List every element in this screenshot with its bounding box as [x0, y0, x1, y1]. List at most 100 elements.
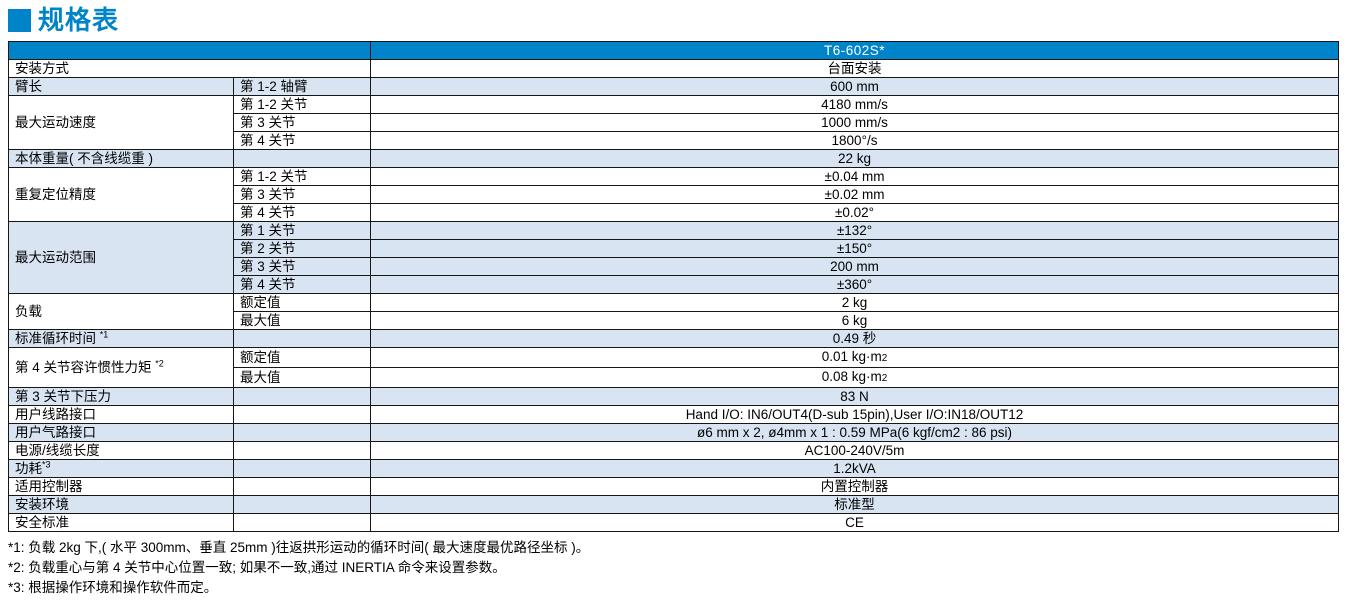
table-row: 适用控制器 内置控制器 [8, 477, 1339, 496]
header-empty-cell [8, 41, 371, 60]
row-sublabel: 第 1 关节 [233, 221, 371, 240]
row-sublabel: 第 4 关节 [233, 203, 371, 222]
footnote-2: *2: 负载重心与第 4 关节中心位置一致; 如果不一致,通过 INERTIA … [8, 560, 506, 575]
table-row: 标准循环时间 *1 0.49 秒 [8, 329, 1339, 348]
row-sublabel: 第 2 关节 [233, 239, 371, 258]
row-value: ±0.04 mm [370, 167, 1339, 186]
spec-table: T6-602S* 安装方式 台面安装 臂长第 1-2 轴臂 600 mm 最大运动速度第… [8, 41, 1339, 532]
table-row: 安装方式 台面安装 [8, 59, 1339, 78]
model-header: T6-602S* [370, 41, 1339, 60]
table-row: 第 3 关节 200 mm [9, 257, 1339, 276]
row-sublabel: 第 1-2 关节 [233, 95, 371, 114]
footnotes: *1: 负载 2kg 下,( 水平 300mm、垂直 25mm )往返拱形运动的… [8, 538, 1343, 598]
table-row: 安全标准 CE [8, 513, 1339, 532]
row-sublabel [233, 477, 371, 496]
row-value: 标准型 [370, 495, 1339, 514]
row-value: ±150° [370, 239, 1339, 258]
row-label: 第 3 关节下压力 [8, 387, 234, 406]
row-value: ±0.02° [370, 203, 1339, 222]
row-value: 0.49 秒 [370, 329, 1339, 348]
table-row: 第 4 关节容许惯性力矩 *2 额定值 0.01 kg·m2 [8, 347, 1339, 388]
row-sublabel: 第 3 关节 [233, 185, 371, 204]
table-row: 用户线路接口 Hand I/O: IN6/OUT4(D-sub 15pin),Us… [8, 405, 1339, 424]
spec-table-body: 安装方式 台面安装 臂长第 1-2 轴臂 600 mm 最大运动速度第 1-2 关节 41… [8, 59, 1339, 532]
row-sublabel: 额定值 [233, 347, 371, 368]
table-row: 第 3 关节下压力 83 N [8, 387, 1339, 406]
row-value: 2 kg [370, 293, 1339, 312]
footnote-1: *1: 负载 2kg 下,( 水平 300mm、垂直 25mm )往返拱形运动的… [8, 540, 590, 555]
row-value: ±0.02 mm [370, 185, 1339, 204]
row-label: 安装方式 [8, 59, 371, 78]
row-sublabel: 最大值 [233, 311, 371, 330]
table-row: 安装环境 标准型 [8, 495, 1339, 514]
row-value: AC100-240V/5m [370, 441, 1339, 460]
table-row: 本体重量( 不含线缆重 ) 22 kg [8, 149, 1339, 168]
row-value: 0.01 kg·m2 [370, 347, 1339, 368]
table-row: 最大值 0.08 kg·m2 [9, 367, 1339, 388]
row-sublabel: 第 1-2 关节 [233, 167, 371, 186]
row-sublabel [233, 459, 371, 478]
row-sublabel: 第 4 关节 [233, 131, 371, 150]
row-label: 本体重量( 不含线缆重 ) [8, 149, 234, 168]
table-row: 最大值 6 kg [9, 311, 1339, 330]
row-label: 重复定位精度 [8, 167, 234, 222]
table-row: 第 4 关节 ±360° [9, 275, 1339, 294]
row-value: 600 mm [370, 77, 1339, 96]
table-header-row: T6-602S* [8, 41, 1339, 60]
table-row: 最大运动范围第 1 关节 ±132° [8, 221, 1339, 294]
table-row: 最大运动速度第 1-2 关节 4180 mm/s [8, 95, 1339, 150]
row-sublabel: 第 3 关节 [233, 257, 371, 276]
table-row: 臂长第 1-2 轴臂 600 mm [8, 77, 1339, 96]
row-label: 最大运动范围 [8, 221, 234, 294]
row-value: 200 mm [370, 257, 1339, 276]
row-label: 第 4 关节容许惯性力矩 *2 [8, 347, 234, 388]
row-label: 安装环境 [8, 495, 234, 514]
page: 规格表 T6-602S* 安装方式 台面安装 臂长第 1-2 轴臂 600 mm 最大运… [8, 6, 1343, 598]
row-label: 用户气路接口 [8, 423, 234, 442]
row-sublabel [233, 329, 371, 348]
row-value: 内置控制器 [370, 477, 1339, 496]
row-label: 电源/线缆长度 [8, 441, 234, 460]
row-value: 22 kg [370, 149, 1339, 168]
row-label: 臂长 [8, 77, 234, 96]
table-row: 重复定位精度第 1-2 关节 ±0.04 mm [8, 167, 1339, 222]
row-value: 1.2kVA [370, 459, 1339, 478]
row-sublabel: 额定值 [233, 293, 371, 312]
row-label: 功耗*3 [8, 459, 234, 478]
row-label: 适用控制器 [8, 477, 234, 496]
row-value: 1000 mm/s [370, 113, 1339, 132]
row-sublabel: 第 4 关节 [233, 275, 371, 294]
row-value: Hand I/O: IN6/OUT4(D-sub 15pin),User I/O… [370, 405, 1339, 424]
table-row: 第 2 关节 ±150° [9, 239, 1339, 258]
row-label: 用户线路接口 [8, 405, 234, 424]
row-sublabel [233, 495, 371, 514]
row-label: 安全标准 [8, 513, 234, 532]
row-sublabel: 最大值 [233, 367, 371, 388]
row-label: 负载 [8, 293, 234, 330]
table-row: 用户气路接口 ø6 mm x 2, ø4mm x 1 : 0.59 MPa(6 k… [8, 423, 1339, 442]
row-label: 最大运动速度 [8, 95, 234, 150]
row-value: ø6 mm x 2, ø4mm x 1 : 0.59 MPa(6 kgf/cm2… [370, 423, 1339, 442]
row-value: 4180 mm/s [370, 95, 1339, 114]
row-sublabel: 第 1-2 轴臂 [233, 77, 371, 96]
row-value: 0.08 kg·m2 [370, 367, 1339, 388]
footnote-3: *3: 根据操作环境和操作软件而定。 [8, 580, 218, 595]
row-value: 6 kg [370, 311, 1339, 330]
row-value: 83 N [370, 387, 1339, 406]
row-sublabel [233, 441, 371, 460]
row-label: 标准循环时间 *1 [8, 329, 234, 348]
row-sublabel: 第 3 关节 [233, 113, 371, 132]
row-sublabel [233, 405, 371, 424]
section-title: 规格表 [8, 6, 1343, 34]
row-value: 台面安装 [370, 59, 1339, 78]
row-sublabel [233, 387, 371, 406]
page-title: 规格表 [38, 5, 120, 35]
row-sublabel [233, 513, 371, 532]
row-value: 1800°/s [370, 131, 1339, 150]
title-square-icon [8, 8, 31, 32]
row-value: CE [370, 513, 1339, 532]
table-row: 负载 额定值 2 kg [8, 293, 1339, 330]
table-row: 第 4 关节 1800°/s [9, 131, 1339, 150]
row-value: ±132° [370, 221, 1339, 240]
row-sublabel [233, 149, 371, 168]
